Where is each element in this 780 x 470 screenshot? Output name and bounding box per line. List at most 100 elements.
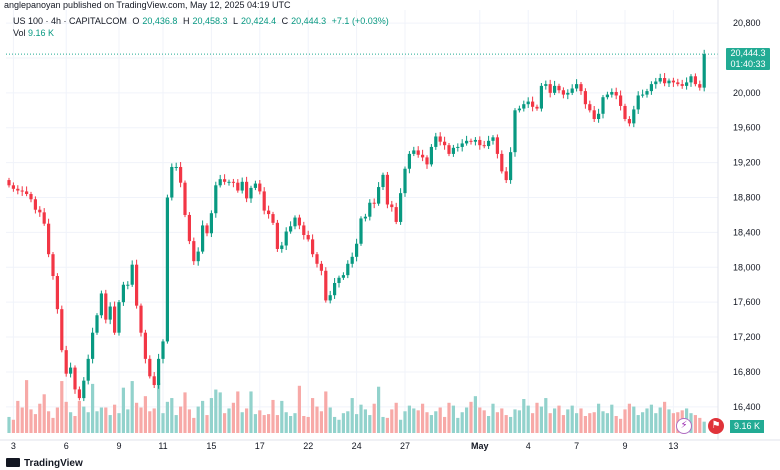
candle-body [113,306,117,333]
candle-body [487,140,491,147]
change-value: +7.1 (+0.03%) [331,16,389,26]
volume-bar [447,402,451,433]
candle-body [588,104,592,111]
candle-body [73,367,77,390]
candle-body [249,187,253,199]
us-flag-icon[interactable]: ⚑ [708,418,724,434]
candle-body [236,182,240,191]
volume-bar [315,406,319,433]
candle-body [227,181,231,183]
volume-bar [363,409,367,433]
candle-body [143,332,147,359]
volume-bar [249,391,253,433]
price-tick-label: 16,800 [733,367,761,377]
volume-bar [570,405,574,433]
candle-body [359,218,363,244]
candle-body [77,389,81,399]
volume-bar [306,416,310,433]
volume-bar [416,410,420,433]
candle-body [531,101,535,107]
close-value: 20,444.3 [291,16,327,26]
symbol-title[interactable]: US 100 · 4h · CAPITALCOM [13,16,127,26]
volume-bar [443,416,447,433]
volume-bar [223,413,227,433]
volume-bar [517,410,521,433]
volume-bar [280,400,284,433]
time-tick-label: 9 [622,441,627,451]
candle-body [544,84,548,86]
volume-bar [179,406,183,433]
volume-bar [33,414,37,433]
candle-body [539,85,543,109]
candle-body [99,293,103,316]
candle-body [148,358,152,377]
candle-body [385,174,389,205]
candle-body [592,110,596,120]
volume-bar [267,414,271,433]
lightning-icon[interactable]: ⚡︎ [676,418,692,434]
candle-body [333,282,337,296]
candle-body [614,91,618,96]
volume-bar [245,408,249,433]
volume-bar [139,407,143,433]
volume-legend: Vol 9.16 K [13,28,54,38]
volume-bar [579,408,583,433]
candle-body [42,212,46,224]
candle-body [11,185,15,189]
volume-bar [588,413,592,433]
volume-bar [240,412,244,433]
candle-body [174,166,178,168]
candle-body [306,235,310,240]
time-tick-label: 6 [64,441,69,451]
volume-bar [77,400,81,433]
candle-body [500,153,504,172]
candle-body [20,190,24,192]
candle-body [698,84,702,88]
volume-bar [205,415,209,433]
tradingview-logo[interactable]: TradingView [6,458,83,469]
volume-bar [377,386,381,433]
volume-bar [473,396,477,433]
volume-bar [658,407,662,433]
time-axis[interactable]: 3 6 9 11 15 17 22 24 27 May 4 7 9 13 [0,439,780,451]
candle-body [372,202,376,204]
candle-body [579,84,583,92]
candle-body [522,104,526,109]
candle-body [86,358,90,381]
volume-bar [121,387,125,433]
candle-body [561,90,565,95]
volume-label: Vol [13,28,26,38]
candle-body [51,254,55,277]
candle-body [223,179,227,182]
candle-body [346,263,350,276]
candle-body [117,302,121,333]
candle-body [355,243,359,257]
volume-value: 9.16 K [28,28,55,38]
candle-body [258,183,262,192]
volume-bar [25,380,29,433]
candle-body [689,76,693,83]
volume-bar [649,404,653,433]
time-tick-label: 15 [206,441,216,451]
candle-body [553,85,557,93]
time-tick-label: 22 [303,441,313,451]
tradingview-brand: TradingView [24,458,83,469]
candlestick-series[interactable] [7,49,706,402]
volume-bar [482,410,486,433]
volume-bar [262,415,266,433]
candle-body [157,358,161,386]
candle-body [267,210,271,215]
time-tick-label: May [471,441,489,451]
volume-bar [539,406,543,433]
candle-body [685,82,689,86]
volume-bar [654,413,658,433]
volume-bar [553,408,557,433]
candle-body [456,146,460,148]
volume-bar [451,405,455,433]
volume-bar [693,415,697,433]
candle-body [570,88,574,93]
volume-bar [500,408,504,433]
last-price-tag: 20,444.3 01:40:33 [726,48,770,70]
volume-bar [460,412,464,433]
